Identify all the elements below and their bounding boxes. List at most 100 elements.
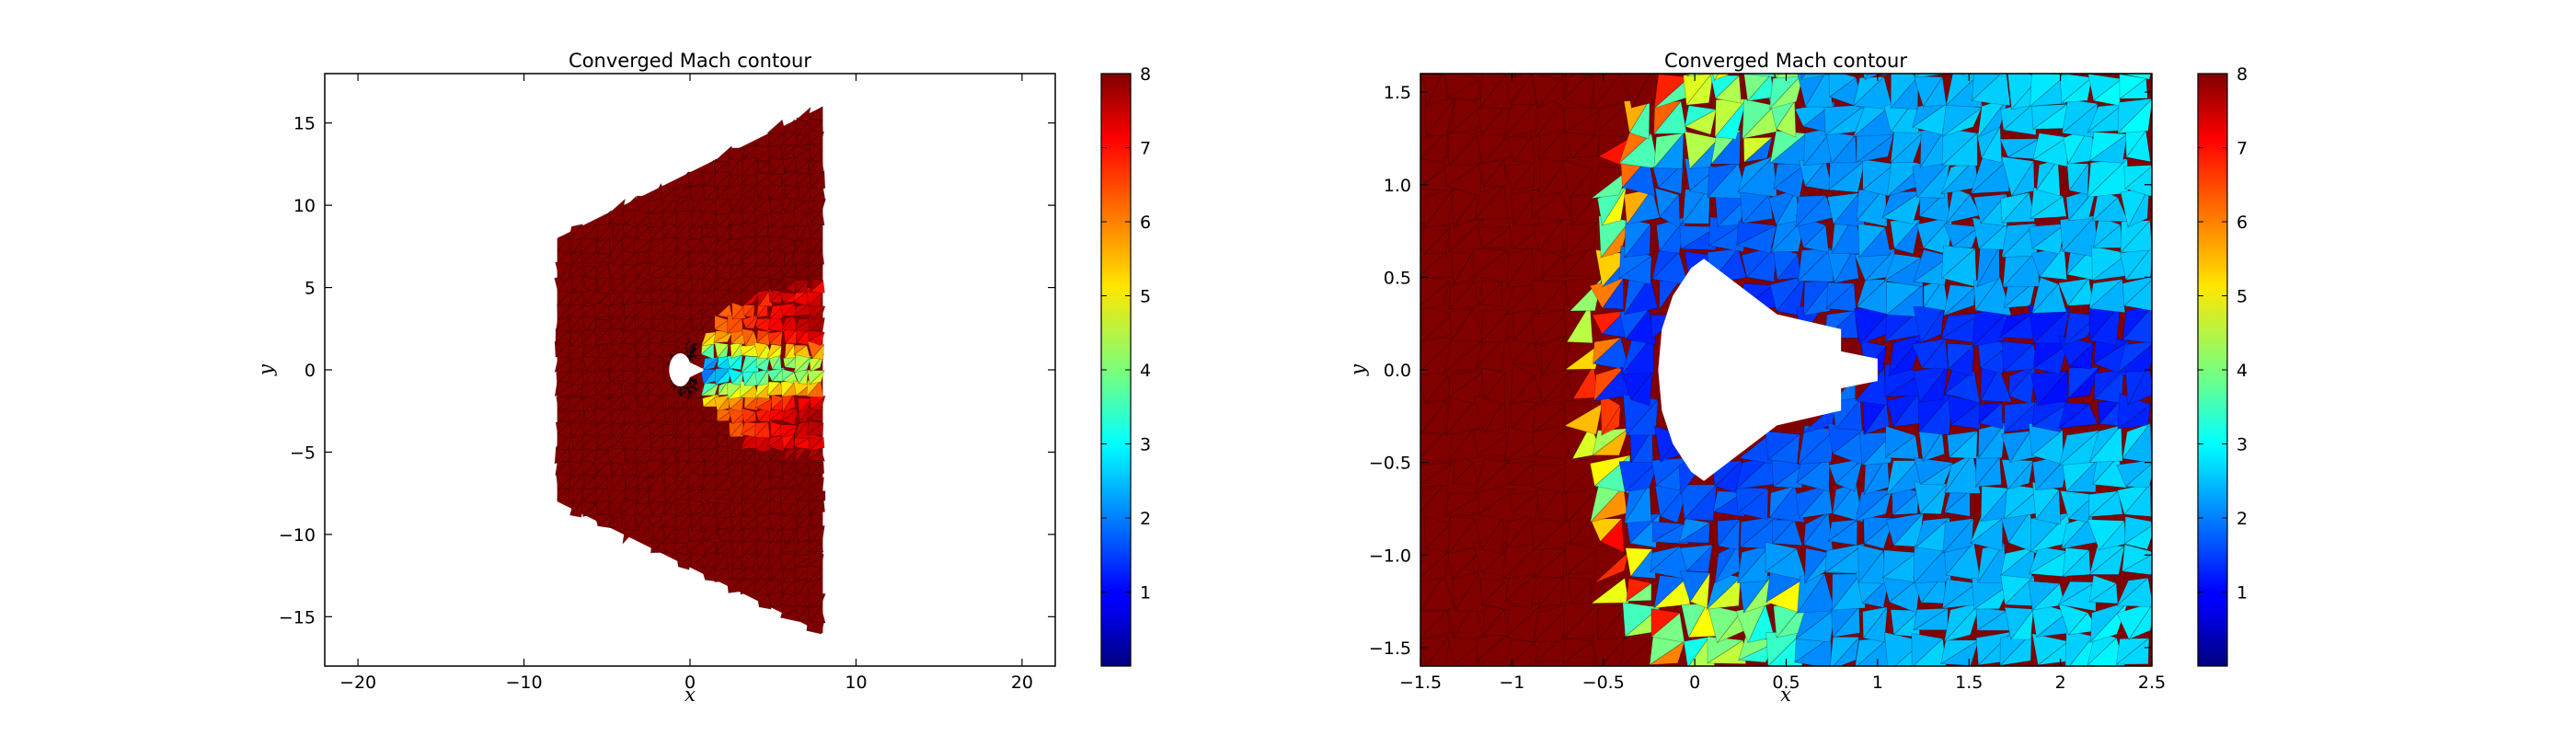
mesh-cell [569,369,588,386]
mesh-cell [1592,102,1631,137]
mesh-cell [717,528,729,540]
mesh-cell [2039,245,2067,281]
mesh-cell [1829,637,1860,666]
mesh-cell [2066,162,2089,191]
mesh-cell [730,553,742,570]
mesh-cell [1765,431,1801,461]
mesh-cell [1480,307,1512,343]
mesh-cell [718,381,729,396]
mesh-cell [2031,277,2060,315]
mesh-cell [582,397,600,412]
mesh-cell [663,223,676,239]
mesh-cell [807,564,822,583]
mesh-cell [2116,74,2117,75]
mesh-cell [595,450,610,462]
mesh-cell [584,280,599,291]
mesh-cell [2029,44,2059,73]
mesh-cell [2118,340,2152,374]
mesh-cell [582,344,600,358]
y-tick-label: −1.0 [1369,546,1411,566]
mesh-cell [665,407,675,424]
mesh-cell [768,157,787,175]
mesh-cell [794,512,812,526]
mesh-cell [1678,522,1710,544]
mesh-cell [730,569,746,580]
colorbar-tick-label: 3 [2237,435,2248,455]
mesh-cell [757,161,770,172]
mesh-cell [609,317,622,329]
mesh-cell [611,278,626,293]
mesh-cell [1503,460,1537,485]
mesh-cell [2061,74,2064,76]
mesh-cell [647,397,663,409]
mesh-cell [808,432,824,452]
mesh-cell [636,489,650,505]
mesh-cell [612,222,627,240]
mesh-cell [688,169,703,187]
mesh-cell [727,368,744,385]
colorbar-tick-label: 4 [2237,361,2248,381]
mesh-cell [2090,44,2120,70]
mesh-cell [673,196,689,211]
mesh-cell [1883,253,1922,282]
mesh-cell [1592,428,1630,456]
mesh-cell [807,462,824,477]
colorbar-right: 1 2 3 4 5 6 7 8 [2197,64,2248,667]
mesh-cell [661,211,677,225]
dense-mesh-node [694,382,697,385]
mesh-cell [784,343,795,360]
dense-mesh-node [685,350,688,353]
dense-mesh-node [678,385,682,389]
mesh-cell [2116,459,2152,488]
mesh-cell [648,213,665,229]
dense-mesh-node [679,393,683,397]
mesh-cell [1828,74,1857,98]
mesh-cell [595,421,614,435]
mesh-cell [651,406,665,421]
mesh-cell [1590,577,1629,604]
mesh-cell [784,195,797,213]
mesh-cell [648,394,663,409]
mesh-cell [1999,40,2039,74]
mesh-cell [1624,74,1651,109]
mesh-cell [798,512,812,529]
mesh-cell [597,342,609,359]
mesh-cell [1619,47,1654,70]
mesh-cell [2062,549,2091,577]
mesh-cell [1942,107,1983,137]
mesh-cell [2032,132,2068,161]
mesh-cell [1920,307,1945,344]
mesh-cell [634,261,651,276]
mesh-cell [1681,603,1708,638]
colorbar-tick-label: 2 [1140,509,1151,529]
mesh-cell [662,247,679,269]
mesh-cell [794,173,811,188]
mesh-cell [660,423,681,438]
mesh-cell [1624,188,1653,225]
mesh-cell [806,264,824,279]
mesh-cell [730,196,742,212]
mesh-cell [2120,74,2123,75]
mesh-cell [793,279,809,293]
mesh-cell [793,144,811,158]
y-tick-label: −0.5 [1369,454,1411,474]
mesh-cell [1740,515,1779,548]
mesh-cell [793,250,812,267]
mesh-cell [1771,519,1796,545]
mesh-cell [581,434,595,449]
mesh-cell [2088,278,2124,310]
mesh-cell [1480,308,1512,344]
mesh-cell [766,265,786,281]
mesh-cell [570,358,588,369]
dense-mesh-node [691,346,694,350]
colorbar-tick-label: 6 [1140,213,1151,233]
mesh-cell [1800,74,1833,80]
mesh-cell [1532,547,1567,579]
mesh-cell [1653,74,1691,109]
mesh-cell [1478,47,1515,71]
mesh-cell [1947,431,1979,459]
dense-mesh-node [683,391,685,395]
mesh-cell [1482,159,1507,187]
mesh-cell [648,515,665,526]
mesh-cell [1447,78,1481,102]
